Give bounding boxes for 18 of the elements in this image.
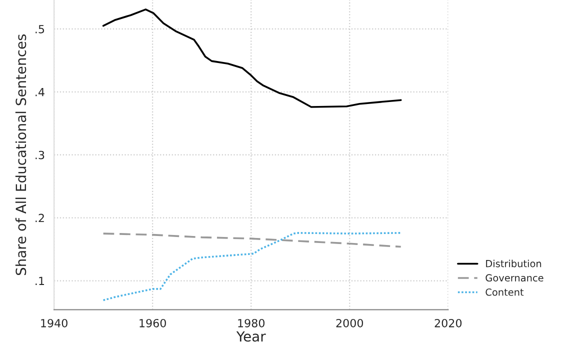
x-axis-title: Year — [236, 331, 266, 342]
line-series — [102, 8, 402, 108]
legend-label: Distribution — [486, 260, 542, 268]
x-tick-label: 1960 — [140, 318, 166, 328]
y-tick-label: .1 — [36, 276, 44, 285]
x-tick-label: 2000 — [336, 318, 364, 328]
y-tick-label: .5 — [36, 25, 44, 34]
legend-label: Content — [486, 288, 524, 296]
x-tick-label: 1940 — [41, 318, 68, 328]
y-tick-label: .4 — [36, 88, 44, 96]
line-series — [102, 232, 402, 248]
line-series — [102, 232, 402, 302]
y-tick-label: .3 — [36, 150, 44, 160]
x-tick-label: 2020 — [434, 318, 462, 328]
x-tick-label: 1980 — [238, 318, 264, 328]
legend-label: Governance — [486, 274, 544, 282]
y-axis-title: Share of All Educational Sentences — [15, 34, 26, 276]
y-tick-label: .2 — [36, 214, 44, 222]
